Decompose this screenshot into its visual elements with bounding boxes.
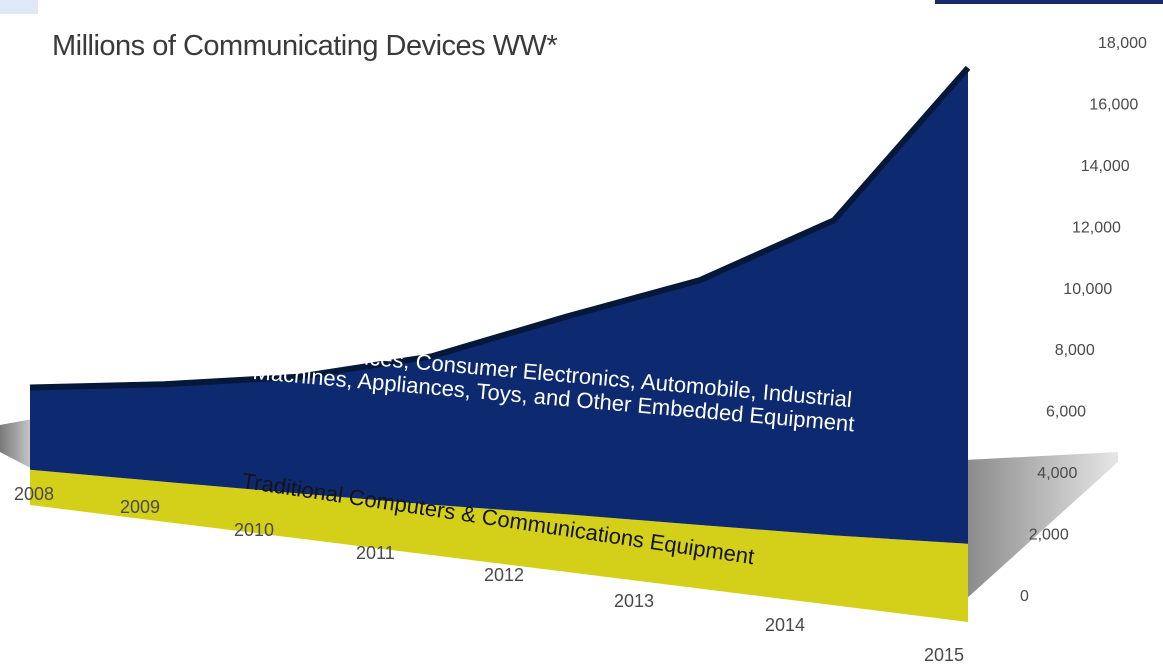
x-tick-label: 2009 [120,497,160,517]
y-tick-label: 18,000 [1098,35,1147,52]
x-tick-label: 2010 [234,520,274,540]
x-tick-label: 2011 [356,543,395,563]
y-tick-label: 14,000 [1081,158,1130,175]
y-tick-label: 8,000 [1055,342,1095,359]
x-tick-label: 2014 [765,615,805,635]
y-tick-label: 4,000 [1037,465,1077,482]
y-axis-ticks: 0 2,000 4,000 6,000 8,000 10,000 12,000 14,000 1… [1020,35,1147,605]
chart-title: Millions of Communicating Devices WW* [52,30,558,62]
x-tick-label: 2012 [484,565,524,585]
y-tick-label: 10,000 [1063,281,1112,298]
y-tick-label: 16,000 [1089,96,1138,113]
x-tick-label: 2008 [14,484,54,504]
y-tick-label: 0 [1020,588,1029,605]
y-tick-label: 2,000 [1029,527,1069,544]
corner-decoration-right [935,0,1163,4]
area-layers [29,65,971,622]
x-tick-label: 2015 [924,645,964,665]
mobile-area [30,67,968,544]
traditional-area [30,469,968,622]
x-axis-ticks: 2008 2009 2010 2011 2012 2013 2014 2015 [14,484,964,665]
floor-shadow-right [965,452,1118,600]
y-tick-label: 6,000 [1046,404,1086,421]
floor-shadow-left [0,418,38,472]
corner-decoration-left [0,0,38,14]
mobile-area-top-edge [29,65,971,391]
x-tick-label: 2013 [614,591,654,611]
y-tick-label: 12,000 [1072,219,1121,236]
